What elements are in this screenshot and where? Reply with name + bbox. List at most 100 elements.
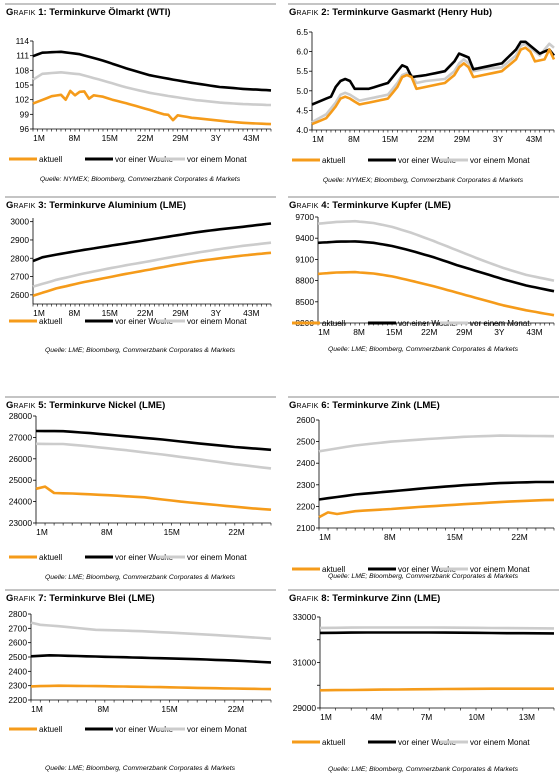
x-tick-label: 15M: [102, 308, 118, 318]
series-line-woche: [30, 654, 272, 664]
y-tick-label: 4.0: [296, 125, 308, 135]
x-tick-label: 13M: [519, 712, 535, 722]
chart-panel-7: GRAFIK 7: Terminkurve Blei (LME) 2200 2300…: [5, 588, 276, 774]
y-tick-label: 24000: [9, 497, 33, 507]
x-tick-label: 15M: [382, 134, 398, 144]
x-tick-label: 1M: [319, 532, 331, 542]
chart-panel-1: GRAFIK 1: Terminkurve Ölmarkt (WTI) 96 99 1…: [5, 2, 276, 188]
y-tick-label: 26000: [9, 454, 33, 464]
y-tick-label: 2600: [8, 638, 27, 648]
y-tick-label: 25000: [9, 475, 33, 485]
chart-svg: GRAFIK 1: Terminkurve Ölmarkt (WTI) 96 99 1…: [5, 3, 276, 183]
y-tick-label: 33000: [293, 612, 317, 622]
chart-source: Quelle: LME; Bloomberg, Commerzbank Corp…: [45, 574, 236, 581]
chart-source: Quelle: NYMEX; Bloomberg, Commerzbank Co…: [323, 177, 524, 184]
x-tick-label: 43M: [243, 308, 259, 318]
legend-label-aktuell: aktuell: [322, 156, 345, 165]
y-tick-label: 23000: [9, 518, 33, 528]
legend-label-monat: vor einem Monat: [187, 155, 247, 164]
legend-label-aktuell: aktuell: [39, 317, 62, 326]
series-line-woche: [317, 240, 555, 293]
x-tick-label: 29M: [456, 327, 472, 337]
x-tick-label: 43M: [526, 327, 542, 337]
series-line-monat: [311, 42, 555, 124]
x-tick-label: 15M: [447, 532, 463, 542]
x-tick-label: 8M: [101, 527, 113, 537]
x-tick-label: 1M: [320, 712, 332, 722]
x-tick-label: 29M: [172, 133, 188, 143]
y-tick-label: 2400: [8, 666, 27, 676]
y-tick-label: 31000: [293, 658, 317, 668]
y-tick-label: 111: [16, 51, 29, 61]
y-tick-label: 2500: [296, 437, 315, 447]
y-tick-label: 96: [20, 124, 30, 134]
chart-source: Quelle: LME; Bloomberg, Commerzbank Corp…: [45, 765, 236, 772]
legend-label-monat: vor einem Monat: [470, 565, 530, 574]
legend-label-aktuell: aktuell: [39, 725, 62, 734]
y-tick-label: 5.0: [296, 86, 308, 96]
series-line-aktuell: [30, 684, 272, 691]
chart-title: GRAFIK 7: Terminkurve Blei (LME): [6, 593, 155, 604]
legend-label-aktuell: aktuell: [39, 553, 62, 562]
y-tick-label: 2200: [296, 501, 315, 511]
series-line-woche: [35, 429, 272, 452]
x-tick-label: 22M: [137, 133, 153, 143]
x-tick-label: 3Y: [493, 134, 504, 144]
chart-title: GRAFIK 6: Terminkurve Zink (LME): [289, 400, 440, 411]
x-tick-label: 15M: [386, 327, 402, 337]
x-tick-label: 1M: [33, 133, 45, 143]
chart-panel-4: GRAFIK 4: Terminkurve Kupfer (LME)820085…: [288, 195, 559, 381]
x-tick-label: 1M: [31, 704, 43, 714]
x-tick-label: 1M: [312, 134, 324, 144]
y-tick-label: 28000: [9, 411, 33, 421]
chart-panel-6: GRAFIK 6: Terminkurve Zink (LME) 2100 2200…: [288, 395, 559, 581]
legend-label-aktuell: aktuell: [39, 155, 62, 164]
y-tick-label: 8800: [295, 276, 314, 286]
x-tick-label: 1M: [36, 527, 48, 537]
chart-svg: GRAFIK 7: Terminkurve Blei (LME) 2200 2300…: [5, 589, 276, 772]
y-tick-label: 2500: [8, 652, 27, 662]
y-tick-label: 3000: [10, 217, 29, 227]
y-tick-label: 2600: [296, 415, 315, 425]
y-tick-label: 2700: [10, 272, 29, 282]
x-tick-label: 43M: [526, 134, 542, 144]
y-tick-label: 102: [15, 95, 29, 105]
series-line-monat: [35, 442, 272, 470]
series-line-aktuell: [317, 270, 555, 317]
y-tick-label: 6.0: [296, 47, 308, 57]
y-tick-label: 9700: [295, 212, 314, 222]
x-tick-label: 1M: [318, 327, 330, 337]
x-tick-label: 22M: [421, 327, 437, 337]
y-tick-label: 2900: [10, 235, 29, 245]
legend-label-monat: vor einem Monat: [470, 738, 530, 747]
series-line-woche: [32, 50, 272, 92]
chart-source: Quelle: NYMEX; Bloomberg, Commerzbank Co…: [40, 176, 241, 183]
y-tick-label: 2300: [296, 480, 315, 490]
y-tick-label: 9100: [295, 254, 314, 264]
y-tick-label: 2800: [8, 609, 27, 619]
x-tick-label: 3Y: [211, 308, 222, 318]
legend-label-woche: vor einer Woche: [115, 155, 174, 164]
y-tick-label: 2800: [10, 253, 29, 263]
chart-source: Quelle: LME; Bloomberg, Commerzbank Corp…: [328, 573, 519, 580]
series-line-aktuell: [311, 46, 556, 126]
chart-title: GRAFIK 4: Terminkurve Kupfer (LME): [289, 200, 451, 211]
chart-svg: GRAFIK 8: Terminkurve Zinn (LME) 29000 310…: [288, 589, 559, 773]
x-tick-label: 22M: [418, 134, 434, 144]
series-line-aktuell: [35, 485, 272, 511]
chart-title: GRAFIK 5: Terminkurve Nickel (LME): [6, 400, 165, 411]
y-tick-label: 6.5: [296, 27, 308, 37]
x-tick-label: 8M: [97, 704, 109, 714]
chart-svg: GRAFIK 6: Terminkurve Zink (LME) 2100 2200…: [288, 396, 559, 580]
x-tick-label: 8M: [69, 308, 81, 318]
y-tick-label: 114: [16, 36, 30, 46]
legend-label-woche: vor einer Woche: [115, 317, 174, 326]
chart-title: GRAFIK 3: Terminkurve Aluminium (LME): [6, 200, 186, 211]
chart-source: Quelle: LME; Bloomberg, Commerzbank Corp…: [328, 766, 519, 773]
chart-panel-3: GRAFIK 3: Terminkurve Aluminium (LME) 260…: [5, 195, 276, 381]
legend-label-woche: vor einer Woche: [398, 156, 457, 165]
x-tick-label: 8M: [384, 532, 396, 542]
chart-svg: GRAFIK 5: Terminkurve Nickel (LME) 23000 2…: [5, 396, 276, 581]
y-tick-label: 2400: [296, 458, 315, 468]
y-tick-label: 27000: [9, 432, 33, 442]
